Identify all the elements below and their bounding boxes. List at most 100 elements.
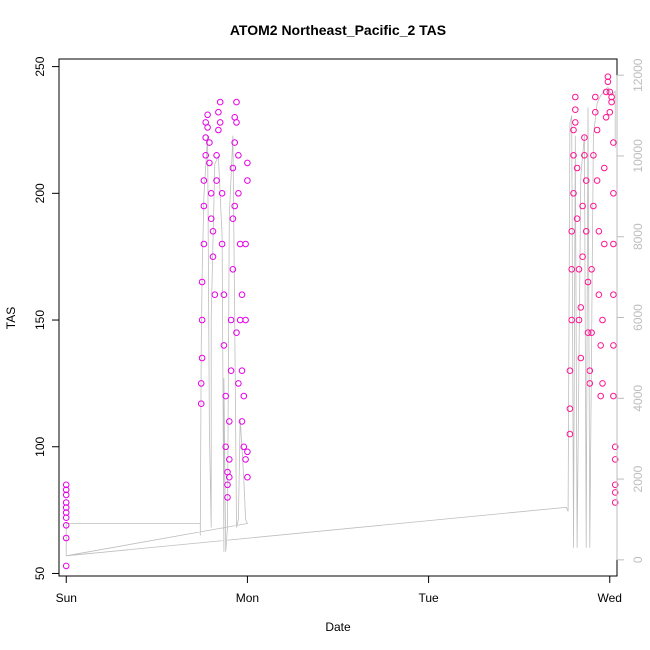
- y2-tick-label: 4000: [631, 385, 645, 412]
- tas-points-layer: [62, 73, 619, 570]
- x-tick-label: Sun: [56, 591, 77, 605]
- tas-point: [207, 190, 215, 197]
- tas-point: [573, 164, 581, 172]
- tas-point: [211, 291, 219, 299]
- tas-point: [62, 499, 70, 506]
- tas-point: [226, 418, 233, 425]
- tas-point: [588, 266, 595, 273]
- tas-point: [198, 354, 206, 362]
- tas-point: [229, 266, 237, 273]
- tas-point: [568, 228, 576, 235]
- tas-point: [209, 228, 217, 235]
- tas-point: [610, 240, 617, 248]
- tas-point: [570, 152, 577, 159]
- tas-point: [244, 177, 251, 184]
- tas-point: [202, 134, 209, 141]
- tas-point: [590, 152, 597, 159]
- tas-point: [566, 367, 574, 375]
- tas-point: [200, 202, 208, 210]
- y-tick-label: 150: [33, 310, 47, 330]
- tas-point: [213, 177, 220, 184]
- tas-point: [582, 177, 590, 184]
- tas-point: [220, 342, 228, 349]
- tas-point: [572, 119, 579, 126]
- tas-point: [238, 291, 246, 299]
- tas-point: [577, 354, 585, 362]
- tas-point: [235, 380, 242, 387]
- tas-point: [206, 159, 213, 167]
- tas-point: [611, 481, 619, 489]
- y-tick-label: 100: [33, 436, 47, 456]
- y2-tick-label: 12000: [631, 58, 645, 92]
- tas-point: [570, 126, 577, 134]
- tas-point: [570, 190, 577, 197]
- tas-point: [599, 316, 606, 324]
- tas-point: [200, 240, 208, 248]
- tas-point: [610, 291, 617, 299]
- tas-point: [222, 443, 229, 451]
- tas-point: [240, 392, 248, 400]
- chart-title: ATOM2 Northeast_Pacific_2 TAS: [230, 22, 446, 38]
- tas-point: [62, 522, 70, 529]
- tas-point: [242, 316, 249, 324]
- x-axis-title: Date: [325, 620, 351, 634]
- y2-tick-label: 10000: [631, 139, 645, 173]
- tas-point: [238, 367, 246, 375]
- tas-point: [601, 164, 608, 172]
- tas-point: [62, 486, 70, 494]
- tas-point: [593, 126, 601, 134]
- tas-point: [224, 481, 231, 489]
- tas-point: [204, 111, 211, 119]
- tas-point: [227, 367, 235, 375]
- y-tick-label: 50: [33, 567, 47, 581]
- tas-point: [604, 73, 612, 80]
- tas-point: [213, 152, 220, 159]
- tas-point: [240, 443, 248, 451]
- y-axis-left: 50 100 150 200 250: [33, 56, 60, 581]
- tas-point: [608, 98, 615, 106]
- tas-point: [242, 456, 249, 463]
- tas-point: [231, 202, 238, 210]
- tas-point: [197, 400, 205, 408]
- tas-point: [592, 108, 599, 116]
- tas-point: [233, 329, 240, 337]
- tas-point: [62, 562, 70, 570]
- tas-point: [229, 164, 237, 172]
- tas-point: [610, 342, 617, 349]
- tas-point: [606, 108, 614, 116]
- y2-tick-label: 8000: [631, 223, 645, 250]
- tas-point: [611, 456, 619, 463]
- tas-point: [236, 316, 244, 324]
- tas-point: [244, 473, 251, 481]
- tas-point: [597, 392, 605, 400]
- tas-point: [568, 266, 576, 273]
- tas-point: [572, 93, 579, 101]
- tas-point: [597, 342, 605, 349]
- tas-point: [231, 139, 238, 146]
- tas-point: [566, 430, 574, 438]
- tas-point: [198, 278, 206, 286]
- tas-point: [207, 215, 215, 222]
- tas-point: [611, 443, 619, 451]
- tas-point: [62, 534, 70, 542]
- tas-point: [204, 124, 211, 131]
- tas-point: [586, 367, 594, 375]
- tas-point: [602, 88, 610, 96]
- tas-point: [222, 392, 229, 400]
- tas-point: [568, 316, 576, 324]
- tas-point: [206, 139, 213, 146]
- tas-point: [236, 240, 244, 248]
- tas-point: [608, 93, 615, 101]
- tas-point: [579, 253, 586, 261]
- tas-point: [586, 380, 594, 387]
- tas-point: [62, 509, 70, 516]
- tas-point: [582, 228, 590, 235]
- tas-point: [218, 240, 226, 248]
- altitude-line-layer: [65, 86, 616, 557]
- tas-point: [602, 114, 610, 121]
- tas-point: [592, 93, 599, 101]
- x-tick-label: Wed: [598, 591, 622, 605]
- tas-point: [566, 405, 574, 413]
- tas-point: [575, 266, 583, 273]
